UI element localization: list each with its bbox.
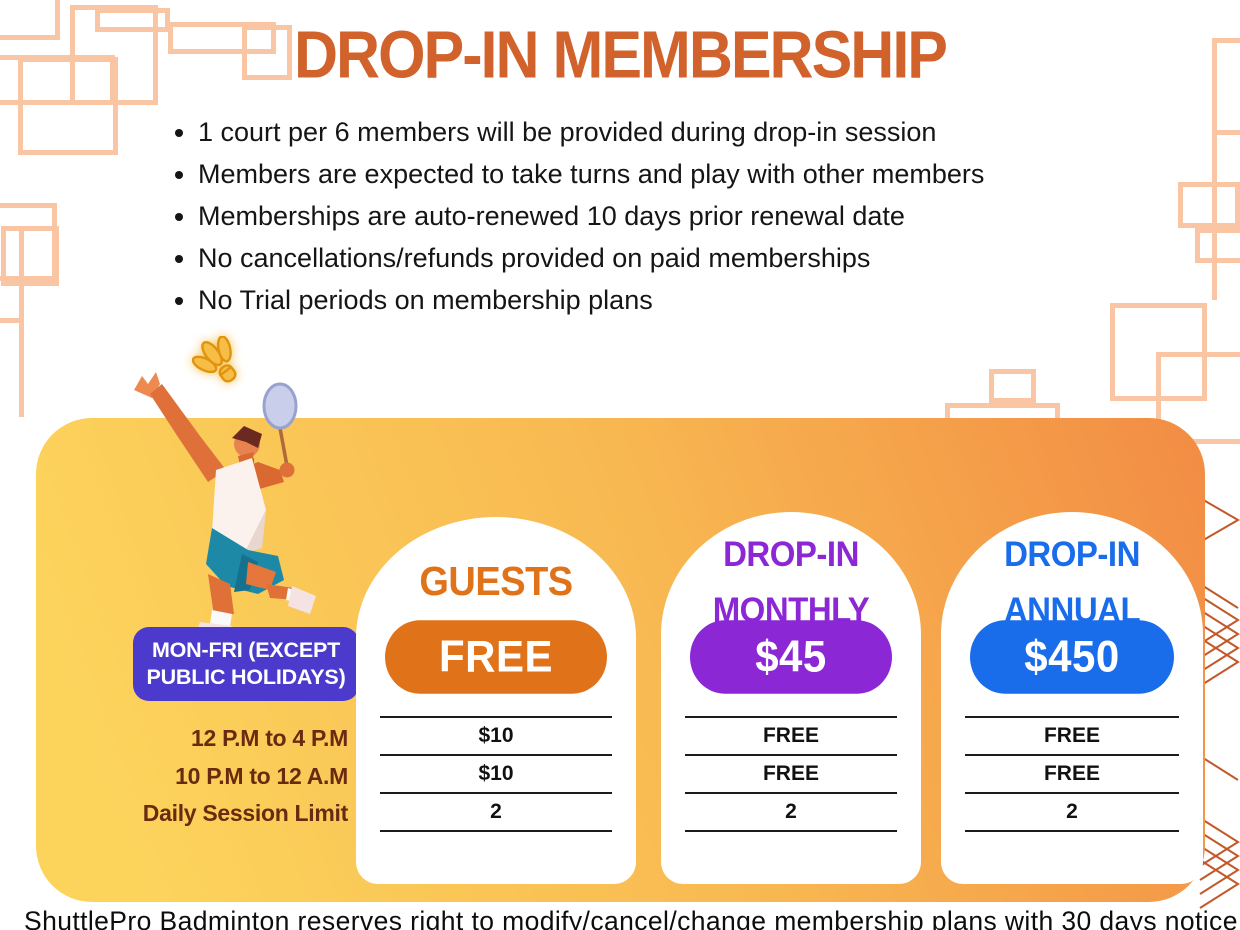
plan-value-cell: FREE xyxy=(685,718,897,756)
decorative-line xyxy=(19,230,24,417)
plan-value-cell: FREE xyxy=(685,756,897,794)
plan-title-line: DROP-IN xyxy=(723,533,859,574)
plan-value-cell: $10 xyxy=(380,718,612,756)
plan-values: $10 $10 2 xyxy=(380,716,612,832)
plan-values: FREE FREE 2 xyxy=(965,716,1179,832)
schedule-badge-line2: PUBLIC HOLIDAYS) xyxy=(146,665,346,689)
chevron-pattern xyxy=(1199,497,1240,909)
schedule-row-label: 10 P.M to 12 A.M xyxy=(175,763,348,789)
decorative-square xyxy=(1,226,59,286)
plan-value-cell: FREE xyxy=(965,718,1179,756)
plan-value-cell: 2 xyxy=(380,794,612,832)
plan-value-cell: 2 xyxy=(965,794,1179,832)
decorative-line xyxy=(1212,133,1217,300)
decorative-square xyxy=(1156,352,1240,444)
price-pill: $45 xyxy=(690,620,892,694)
plan-card-monthly: DROP-IN MONTHLY $45 FREE FREE 2 xyxy=(661,512,921,884)
plan-value-cell: $10 xyxy=(380,756,612,794)
decorative-square xyxy=(242,25,292,80)
page-title: DROP-IN MEMBERSHIP xyxy=(294,17,948,92)
decorative-square xyxy=(989,369,1036,403)
decorative-line xyxy=(0,318,22,323)
decorative-square xyxy=(95,8,170,32)
schedule-badge-line1: MON-FRI (EXCEPT xyxy=(151,638,341,662)
rule-item: Memberships are auto-renewed 10 days pri… xyxy=(198,202,984,231)
plan-title-line: GUESTS xyxy=(419,559,573,605)
price-pill: FREE xyxy=(385,620,607,694)
plan-card-annual: DROP-IN ANNUAL $450 FREE FREE 2 xyxy=(941,512,1203,884)
shuttlecock-icon xyxy=(192,336,237,383)
decorative-square xyxy=(168,22,276,54)
decorative-square xyxy=(1212,38,1240,135)
plan-title: GUESTS xyxy=(356,559,636,605)
rule-item: Members are expected to take turns and p… xyxy=(198,160,984,189)
plan-title-line: DROP-IN xyxy=(1004,533,1140,574)
schedule-row-label: Daily Session Limit xyxy=(142,800,349,826)
rule-item: 1 court per 6 members will be provided d… xyxy=(198,118,984,147)
disclaimer-text: ShuttlePro Badminton reserves right to m… xyxy=(24,906,1238,930)
schedule-row-label: 12 P.M to 4 P.M xyxy=(191,725,348,751)
rule-item: No cancellations/refunds provided on pai… xyxy=(198,244,984,273)
rule-item: No Trial periods on membership plans xyxy=(198,286,984,315)
decorative-square xyxy=(1195,228,1240,263)
membership-rules-list: 1 court per 6 members will be provided d… xyxy=(170,118,984,328)
plan-value-cell: 2 xyxy=(685,794,897,832)
price-pill: $450 xyxy=(970,620,1174,694)
schedule-badge: MON-FRI (EXCEPT PUBLIC HOLIDAYS) xyxy=(133,627,359,701)
plan-values: FREE FREE 2 xyxy=(685,716,897,832)
decorative-square xyxy=(0,0,60,40)
plan-card-guests: GUESTS FREE $10 $10 2 xyxy=(356,517,636,884)
badminton-player-illustration xyxy=(134,372,316,640)
decorative-square xyxy=(18,57,118,155)
decorative-square xyxy=(1178,182,1240,228)
plan-value-cell: FREE xyxy=(965,756,1179,794)
